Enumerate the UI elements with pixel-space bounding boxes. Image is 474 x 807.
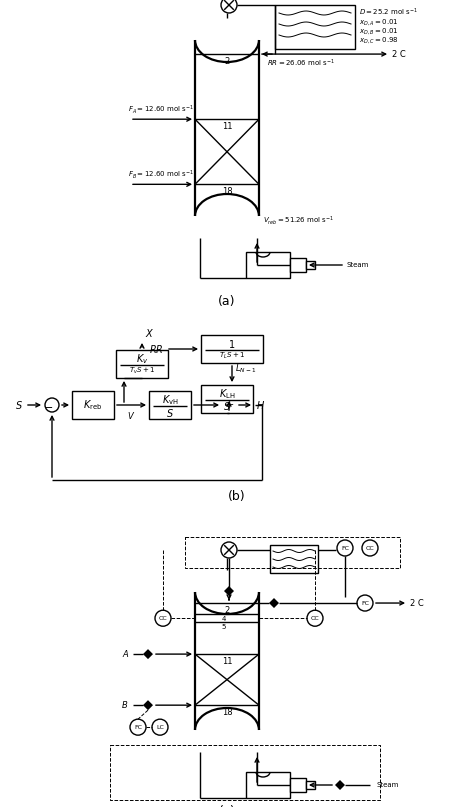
Text: $V$: $V$ (128, 410, 136, 421)
Text: $F_A = 12.60$ mol s$^{-1}$: $F_A = 12.60$ mol s$^{-1}$ (128, 104, 194, 116)
Text: $H$: $H$ (256, 399, 265, 411)
Text: CC: CC (365, 546, 374, 550)
Bar (306, 261, 315, 269)
Text: $x_{D,B} = 0.01$: $x_{D,B} = 0.01$ (359, 26, 399, 36)
Circle shape (307, 610, 323, 626)
Text: B: B (122, 700, 128, 709)
Text: 18: 18 (222, 187, 232, 196)
Circle shape (130, 719, 146, 735)
Text: (c): (c) (219, 805, 236, 807)
Bar (201, 335, 263, 363)
Polygon shape (143, 700, 153, 710)
Bar (306, 781, 315, 789)
Text: CC: CC (159, 616, 167, 621)
Text: $1$: $1$ (228, 338, 236, 350)
Text: FC: FC (134, 725, 142, 730)
Bar (275, 5, 355, 49)
Text: A: A (122, 650, 128, 659)
Bar (290, 258, 306, 272)
Circle shape (45, 398, 59, 412)
Text: $T_v S + 1$: $T_v S + 1$ (129, 366, 155, 376)
Text: 11: 11 (222, 657, 232, 666)
Text: $RR$: $RR$ (149, 343, 164, 355)
Text: $-$: $-$ (43, 401, 53, 411)
Text: Steam: Steam (347, 262, 369, 268)
Bar (149, 391, 191, 419)
Circle shape (337, 540, 353, 556)
Text: $D = 25.2$ mol s$^{-1}$: $D = 25.2$ mol s$^{-1}$ (359, 7, 418, 19)
Text: 2 C: 2 C (410, 599, 424, 608)
Bar (270, 545, 318, 573)
Text: $RR = 26.06$ mol s$^{-1}$: $RR = 26.06$ mol s$^{-1}$ (267, 58, 335, 69)
Polygon shape (335, 780, 345, 790)
Bar (116, 350, 168, 378)
Text: (b): (b) (228, 490, 246, 503)
Text: 4: 4 (222, 616, 226, 622)
Text: $K_{\rm vH}$: $K_{\rm vH}$ (162, 393, 178, 407)
Text: $x_{D,A} = 0.01$: $x_{D,A} = 0.01$ (359, 17, 399, 27)
Text: 18: 18 (222, 709, 232, 717)
Bar (72, 391, 114, 419)
Text: (a): (a) (218, 295, 236, 308)
Circle shape (221, 542, 237, 558)
Bar (246, 772, 290, 798)
Text: $K_{\rm reb}$: $K_{\rm reb}$ (83, 398, 103, 412)
Text: CC: CC (310, 616, 319, 621)
Text: 2: 2 (224, 57, 229, 66)
Text: $V_{reb} = 51.26$ mol s$^{-1}$: $V_{reb} = 51.26$ mol s$^{-1}$ (263, 215, 334, 228)
Circle shape (222, 398, 236, 412)
Text: $T_L S + 1$: $T_L S + 1$ (219, 351, 245, 361)
Text: $S$: $S$ (166, 407, 174, 419)
Text: 11: 11 (222, 122, 232, 132)
Circle shape (362, 540, 378, 556)
Bar (246, 252, 290, 278)
Circle shape (357, 595, 373, 611)
Polygon shape (224, 586, 234, 596)
Circle shape (221, 0, 237, 13)
Circle shape (155, 610, 171, 626)
Text: $F_B = 12.60$ mol s$^{-1}$: $F_B = 12.60$ mol s$^{-1}$ (128, 169, 194, 182)
Text: $X$: $X$ (145, 327, 154, 339)
Text: 2: 2 (224, 606, 229, 615)
Bar (201, 385, 253, 413)
Text: 2 C: 2 C (392, 49, 406, 59)
Text: $S$: $S$ (15, 399, 23, 411)
Text: FC: FC (341, 546, 349, 550)
Text: $S$: $S$ (223, 400, 231, 412)
Bar (290, 778, 306, 792)
Text: LC: LC (156, 725, 164, 730)
Text: $K_{\rm LH}$: $K_{\rm LH}$ (219, 387, 235, 401)
Polygon shape (143, 649, 153, 659)
Text: $K_v$: $K_v$ (136, 352, 148, 366)
Text: $L_{N-1}$: $L_{N-1}$ (235, 363, 256, 375)
Polygon shape (269, 598, 279, 608)
Text: FC: FC (361, 600, 369, 605)
Text: 5: 5 (222, 625, 226, 630)
Text: Steam: Steam (377, 782, 400, 788)
Text: $x_{D,C} = 0.98$: $x_{D,C} = 0.98$ (359, 35, 399, 45)
Text: $+$: $+$ (224, 399, 234, 411)
Circle shape (152, 719, 168, 735)
